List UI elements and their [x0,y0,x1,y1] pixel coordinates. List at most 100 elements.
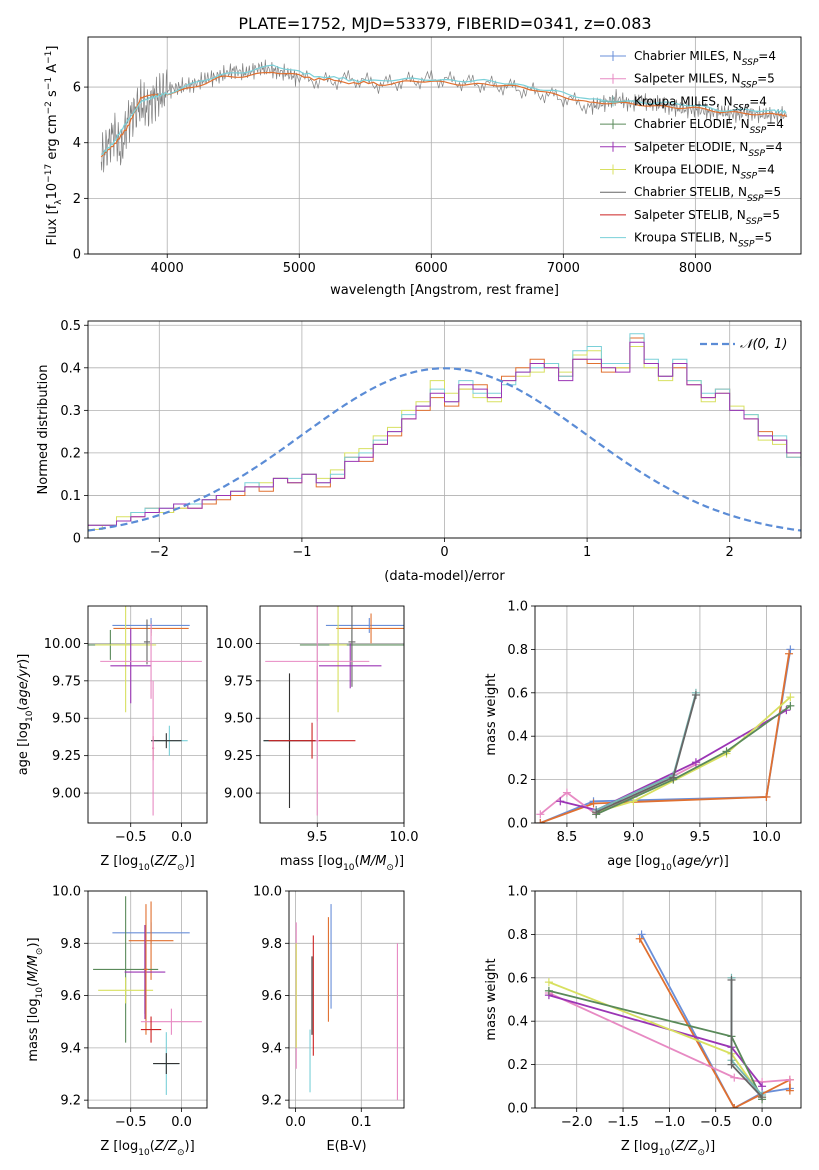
massweight_vs_Z-plot-area [544,930,794,1108]
x-tick-label: 1 [583,545,591,560]
y-tick-label: 10.0 [52,885,81,900]
y-tick-label: 0.5 [60,319,81,334]
y-tick-label: 9.75 [224,674,253,689]
y-tick-label: 9.00 [52,787,81,802]
mass-weight-marker [786,701,795,710]
error-bar-point [143,904,149,1035]
axes-frame [87,890,208,1109]
x-tick-label: −1.0 [654,1115,686,1130]
y-axis-label: mass weight [484,958,499,1040]
x-tick-label: −1 [292,545,311,560]
error-bar-point [152,680,155,816]
y-tick-label: 9.4 [60,1041,81,1056]
axis-label-part: ⊙ [177,863,185,873]
spectrum-line [100,71,787,158]
residuals-legend: 𝒩(0, 1) [700,337,787,352]
y-tick-label: 0.3 [60,404,81,419]
error-bar-point [95,606,157,713]
axis-label-part: =5 [764,185,782,199]
axis-label-part: −17 [44,164,54,183]
mass-weight-marker [758,1093,767,1102]
massweight_vs_Z-grid [535,890,801,1109]
axis-label-part: 10 [138,1148,150,1158]
mass-weight-marker [785,1086,794,1095]
x-tick-label: −0.5 [115,830,147,845]
axis-label-part: =4 [765,140,783,154]
spectrum-line [101,64,787,155]
x-tick-label: −2.0 [561,1115,593,1130]
error-bar-point [140,1008,202,1035]
mass-weight-marker [727,1060,736,1069]
massweight_vs_age-plot-area [536,645,795,823]
mass_vs_Z-plot-area [93,896,202,1095]
mass-weight-marker [727,975,736,984]
spectrum-panel: 4000 5000 6000 7000 8000 0 2 4 6 wavelength [Angs… [44,36,802,298]
y-tick-label: 1.0 [507,885,528,900]
error-bar-point [151,733,182,749]
y-tick-label: 9.6 [261,989,282,1004]
axis-label-part: SSP [742,58,759,68]
x-tick-label: −0.5 [115,1115,147,1130]
mass-weight-marker [691,690,700,699]
axis-label-part: Z [log [100,854,138,869]
axis-label-part: Chabrier STELIB, N [634,185,747,199]
axis-label-part: ( [355,854,360,869]
axis-label-part: Chabrier ELODIE, N [634,117,750,131]
x-tick-label: −0.5 [700,1115,732,1130]
spectrum-plot-area [100,59,788,173]
axis-label-part: Z/Z [154,854,178,869]
x-tick-label: 8.5 [557,830,578,845]
legend-label: Kroupa STELIB, NSSP=5 [634,231,772,250]
axis-label-part: Kroupa MILES, N [634,94,733,108]
histogram-step [88,346,801,530]
error-bar-point [348,606,356,687]
axis-label-part: SSP [747,194,764,204]
axis-label-part: Z/Z [674,1139,698,1154]
y-axis-label: mass [log10(M/M⊙)] [26,937,45,1061]
massweight_vs_Z-panel: −2.0 −1.5 −1.0 −0.5 0.0 0.0 0.2 0.4 0.6 0.8 1.0 mas… [484,885,802,1158]
y-tick-label: 10.00 [216,637,253,652]
error-bar-point [153,1053,180,1075]
axis-label-part: ( [26,982,41,987]
y-tick-label: 9.8 [261,937,282,952]
mass-weight-marker [691,758,700,767]
mass-weight-marker [758,1082,767,1091]
x-tick-label: 0.0 [752,1115,773,1130]
axis-label-part: )] [719,854,729,869]
axis-label-part: ( [150,1139,155,1154]
legend-label: Salpeter STELIB, NSSP=5 [634,208,780,227]
x-tick-label: 5000 [283,261,316,276]
x-tick-label: 0.0 [285,1115,306,1130]
axis-label-part: Kroupa STELIB, N [634,231,738,245]
y-tick-label: 9.50 [52,712,81,727]
x-tick-label: 0.0 [171,830,192,845]
histogram-step [88,337,801,526]
x-tick-label: 10.0 [752,830,781,845]
axis-label-part: SSP [733,103,750,113]
mass-weight-marker [544,978,553,987]
y-tick-label: 1.0 [507,600,528,615]
mass-weight-marker [544,986,553,995]
axis-label-part: )] [185,854,195,869]
y-tick-label: 0.8 [507,928,528,943]
y-tick-label: 0.6 [507,971,528,986]
axis-label-part: SSP [741,81,758,91]
axis-label-part: )] [16,654,31,664]
y-tick-label: 9.25 [52,749,81,764]
y-tick-label: 9.8 [60,937,81,952]
y-tick-label: 0.2 [507,1058,528,1073]
error-bar-point [98,977,154,1004]
x-tick-label: 9.5 [690,830,711,845]
axis-label-part: ( [672,854,677,869]
y-tick-label: 0.2 [60,446,81,461]
axis-label-part: 10 [35,987,45,999]
error-bar-point [124,924,166,1020]
mass-weight-marker [562,788,571,797]
histogram-step [88,341,801,526]
mass-weight-marker [730,1104,739,1108]
spectrum-line [100,59,788,173]
error-bar-point [143,619,151,665]
axis-label-part: ] [45,46,60,51]
mass_vs_EBV-plot-area [295,904,398,1101]
